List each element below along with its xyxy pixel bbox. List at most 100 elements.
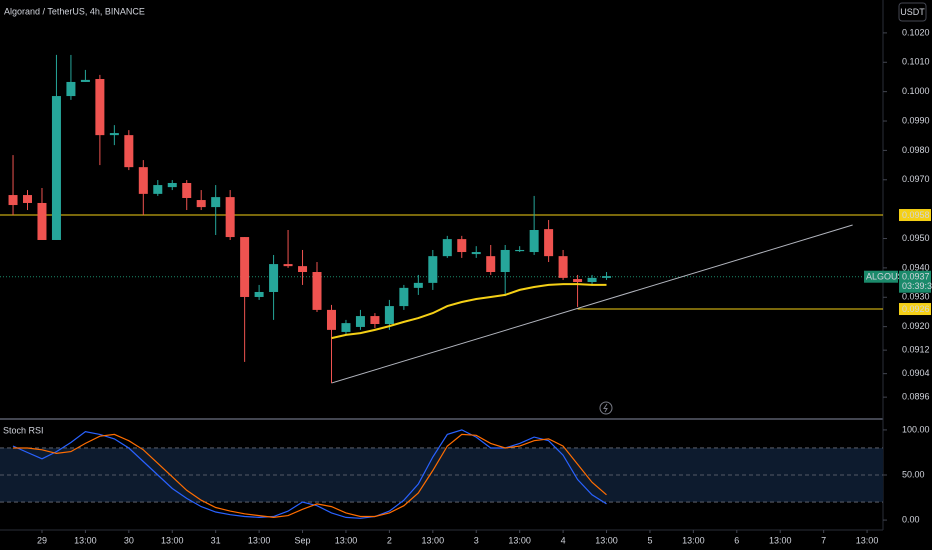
candle-body — [558, 256, 568, 278]
candle-body — [124, 135, 134, 168]
candle-body — [326, 309, 336, 330]
y-tick-label: 0.0940 — [902, 262, 930, 272]
y-tick-label: 0.1020 — [902, 27, 930, 37]
y-tick-label: 0.0904 — [902, 368, 930, 378]
x-tick-label: 29 — [37, 535, 47, 545]
candle-body — [298, 266, 308, 273]
currency-button[interactable] — [898, 2, 927, 22]
y-tick-label: 0.0896 — [902, 392, 930, 402]
candle-body — [312, 272, 322, 310]
x-tick-label: 3 — [474, 535, 479, 545]
candle-body — [153, 185, 163, 194]
countdown-label: 03:39:35 — [902, 281, 932, 291]
level-label: 0.0958 — [902, 210, 930, 220]
x-tick-label: 13:00 — [335, 535, 358, 545]
x-tick-label: 7 — [821, 535, 826, 545]
currency-label[interactable]: USDT — [900, 7, 925, 17]
candle-body — [500, 249, 510, 273]
x-tick-label: 2 — [387, 535, 392, 545]
candle-body — [587, 277, 597, 282]
candle-body — [211, 197, 221, 208]
indicator-pane: 100.00 50.00 0.00 — [0, 424, 930, 524]
candle-body — [80, 79, 90, 82]
chart-title: Algorand / TetherUS, 4h, BINANCE — [4, 6, 145, 16]
y-tick-label: 100.00 — [902, 424, 930, 434]
y-tick-label: 0.0970 — [902, 174, 930, 184]
x-tick-label: Sep — [295, 535, 311, 545]
candle-body — [529, 230, 539, 253]
x-tick-label: 13:00 — [769, 535, 792, 545]
y-tick-label: 0.00 — [902, 514, 920, 524]
x-tick-label: 13:00 — [161, 535, 184, 545]
candle-body — [182, 183, 192, 198]
candle-body — [544, 229, 554, 257]
y-tick-label: 0.1010 — [902, 57, 930, 67]
candle-body — [515, 249, 525, 252]
replay-icon[interactable] — [599, 401, 613, 415]
candle-body — [457, 239, 467, 253]
candle-body — [428, 256, 438, 283]
x-tick-label: 13:00 — [508, 535, 531, 545]
candle-body — [240, 237, 250, 297]
candle-body — [413, 282, 423, 288]
x-tick-label: 30 — [124, 535, 134, 545]
x-tick-label: 13:00 — [682, 535, 705, 545]
candle-body — [95, 79, 105, 136]
candle-body — [66, 81, 76, 97]
x-tick-label: 4 — [561, 535, 566, 545]
x-tick-label: 13:00 — [595, 535, 618, 545]
y-tick-label: 0.0912 — [902, 345, 930, 355]
y-tick-label: 0.0920 — [902, 321, 930, 331]
symbol-label-box — [864, 270, 898, 283]
level-label-box — [899, 209, 931, 222]
candle-body — [196, 200, 206, 208]
candle-body — [471, 252, 481, 255]
candle-body — [37, 202, 47, 240]
icon-bolt[interactable] — [603, 403, 608, 413]
candle-body — [602, 276, 612, 278]
level-label-box — [899, 303, 931, 316]
candle-body — [51, 96, 61, 240]
level-label: 0.0926 — [902, 304, 930, 314]
candle-body — [370, 316, 380, 325]
candle-body — [138, 167, 148, 194]
candle-body — [384, 306, 394, 325]
y-tick-label: 0.0930 — [902, 292, 930, 302]
candle-body — [442, 239, 452, 257]
candle-body — [109, 133, 119, 136]
candle-body — [283, 264, 293, 267]
candle-body — [167, 183, 177, 188]
candle-body — [399, 287, 409, 307]
candle-body — [269, 264, 279, 292]
y-tick-label: 0.0950 — [902, 233, 930, 243]
price-pane: 0.1020 0.1010 0.1000 0.0990 0.0980 0.0970 0.09… — [0, 27, 932, 545]
y-tick-label: 0.0980 — [902, 145, 930, 155]
symbol-label: ALGOUSDT — [866, 272, 916, 282]
candle-body — [341, 323, 351, 332]
candle-body — [486, 256, 496, 273]
candle-body — [254, 291, 264, 297]
candle-body — [8, 195, 18, 206]
stoch-line — [13, 433, 607, 519]
x-tick-label: 13:00 — [248, 535, 271, 545]
last-price-box — [899, 270, 931, 293]
candle-body — [573, 279, 583, 282]
trendline — [331, 224, 853, 384]
y-tick-label: 50.00 — [902, 469, 925, 479]
candle-body — [355, 316, 365, 327]
x-tick-label: 5 — [647, 535, 652, 545]
x-tick-label: 13:00 — [856, 535, 879, 545]
x-tick-label: 13:00 — [422, 535, 445, 545]
indicator-title: Stoch RSI — [3, 425, 44, 435]
icon-circle[interactable] — [599, 401, 613, 415]
x-tick-label: 31 — [211, 535, 221, 545]
candle-body — [225, 197, 235, 238]
candle-body — [23, 195, 33, 203]
y-tick-label: 0.1000 — [902, 86, 930, 96]
moving-average — [331, 283, 607, 340]
x-tick-label: 13:00 — [74, 535, 97, 545]
last-price-label: 0.0937 — [902, 272, 930, 282]
y-tick-label: 0.0990 — [902, 115, 930, 125]
